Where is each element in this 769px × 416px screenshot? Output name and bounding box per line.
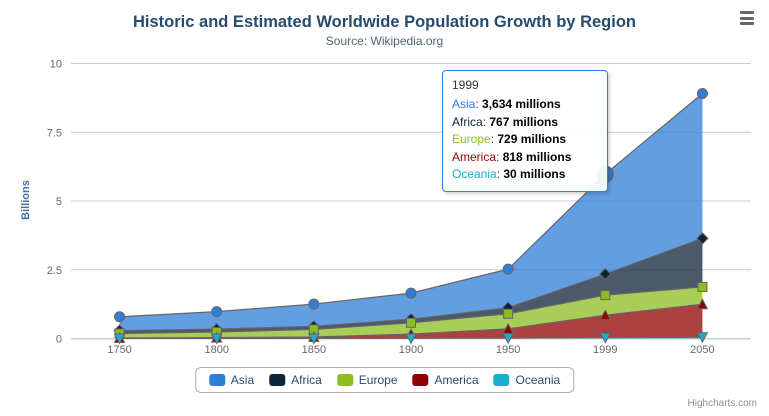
legend-item-europe[interactable]: Europe	[336, 373, 398, 387]
y-axis-label: 7.5	[47, 127, 62, 139]
tooltip-row: America: 818 millions	[452, 149, 598, 167]
x-axis-label: 1800	[204, 344, 228, 356]
legend: Asia Africa Europe America Oceania	[194, 367, 575, 393]
y-axis-label: 10	[50, 59, 62, 71]
y-axis-label: 2.5	[47, 265, 62, 277]
point-oceania-1850[interactable]	[308, 333, 320, 345]
tooltip-series-name: America	[452, 149, 497, 164]
legend-item-america[interactable]: America	[412, 373, 479, 387]
y-axis-label: 0	[56, 334, 62, 346]
tooltip-row: Oceania: 30 millions	[452, 166, 598, 184]
tooltip-value: 3,634 millions	[482, 97, 561, 111]
legend-label: America	[434, 373, 479, 387]
point-europe-1900[interactable]	[406, 317, 416, 328]
area-asia[interactable]	[119, 93, 703, 331]
point-asia-1800[interactable]	[211, 306, 223, 318]
tooltip-row: Europe: 729 millions	[452, 131, 598, 149]
point-oceania-1800[interactable]	[210, 333, 223, 345]
hamburger-icon	[740, 16, 754, 20]
chart-subtitle: Source: Wikipedia.org	[325, 34, 444, 48]
point-europe-1950[interactable]	[503, 308, 514, 319]
tooltip-separator: :	[496, 149, 503, 164]
legend-label: Europe	[358, 373, 398, 387]
point-europe-2050[interactable]	[697, 281, 708, 292]
legend-item-oceania[interactable]: Oceania	[493, 373, 561, 387]
legend-swatch-icon	[493, 374, 510, 386]
legend-swatch-icon	[208, 374, 225, 386]
tooltip-rows: Asia: 3,634 millions Africa: 767 millions…	[452, 96, 598, 184]
x-axis-label: 1900	[399, 344, 423, 356]
point-asia-1950[interactable]	[502, 263, 514, 275]
legend-label: Oceania	[515, 373, 561, 387]
point-oceania-1750[interactable]	[113, 333, 126, 345]
x-axis-label: 1850	[302, 344, 326, 356]
point-asia-1850[interactable]	[308, 298, 320, 310]
tooltip-series-name: Oceania	[452, 167, 497, 181]
point-oceania-1999[interactable]	[599, 332, 612, 344]
legend-label: Africa	[291, 373, 322, 387]
point-oceania-2050[interactable]	[696, 332, 709, 344]
point-asia-1900[interactable]	[405, 287, 417, 299]
point-oceania-1900[interactable]	[405, 333, 417, 345]
tooltip: 1999 Asia: 3,634 millions Africa: 767 mil…	[442, 70, 608, 192]
tooltip-series-name: Africa	[452, 114, 483, 129]
point-america-2050[interactable]	[696, 298, 709, 310]
chart-title: Historic and Estimated Worldwide Populat…	[133, 13, 636, 31]
tooltip-value: 729 millions	[497, 132, 567, 146]
legend-label: Asia	[230, 373, 255, 387]
point-asia-2050[interactable]	[696, 88, 708, 100]
tooltip-series-name: Europe	[452, 132, 491, 146]
tooltip-row: Africa: 767 millions	[452, 114, 598, 132]
tooltip-value: 30 millions	[503, 167, 566, 181]
tooltip-header: 1999	[452, 78, 479, 92]
x-axis-label: 1999	[593, 344, 617, 356]
tooltip-row: Asia: 3,634 millions	[452, 96, 598, 114]
hamburger-icon	[740, 22, 754, 25]
x-axis-label: 1950	[496, 344, 520, 356]
legend-item-africa[interactable]: Africa	[269, 373, 322, 387]
y-axis-label: 5	[56, 196, 62, 208]
point-europe-1999[interactable]	[600, 290, 611, 301]
tooltip-value: 767 millions	[489, 114, 559, 129]
tooltip-separator: :	[490, 132, 498, 146]
x-axis-label: 1750	[107, 344, 131, 356]
highcharts-credit[interactable]: Highcharts.com	[687, 398, 757, 409]
legend-swatch-icon	[336, 374, 353, 386]
tooltip-value: 818 millions	[502, 149, 572, 164]
tooltip-separator: :	[482, 114, 490, 129]
legend-swatch-icon	[412, 374, 429, 386]
x-axis-label: 2050	[690, 344, 714, 356]
point-asia-1750[interactable]	[114, 311, 126, 323]
export-menu-button[interactable]	[738, 9, 756, 27]
tooltip-series-name: Asia	[452, 97, 476, 111]
point-oceania-1950[interactable]	[502, 333, 514, 345]
point-africa-2050[interactable]	[696, 232, 709, 245]
legend-item-asia[interactable]: Asia	[208, 373, 255, 387]
legend-swatch-icon	[269, 374, 286, 386]
area-america[interactable]	[119, 304, 703, 339]
tooltip-separator: :	[496, 167, 504, 181]
point-america-1999[interactable]	[599, 309, 612, 321]
hamburger-icon	[740, 11, 754, 14]
point-africa-1999[interactable]	[599, 267, 612, 281]
area-africa[interactable]	[119, 238, 703, 334]
tooltip-separator: :	[475, 97, 483, 111]
